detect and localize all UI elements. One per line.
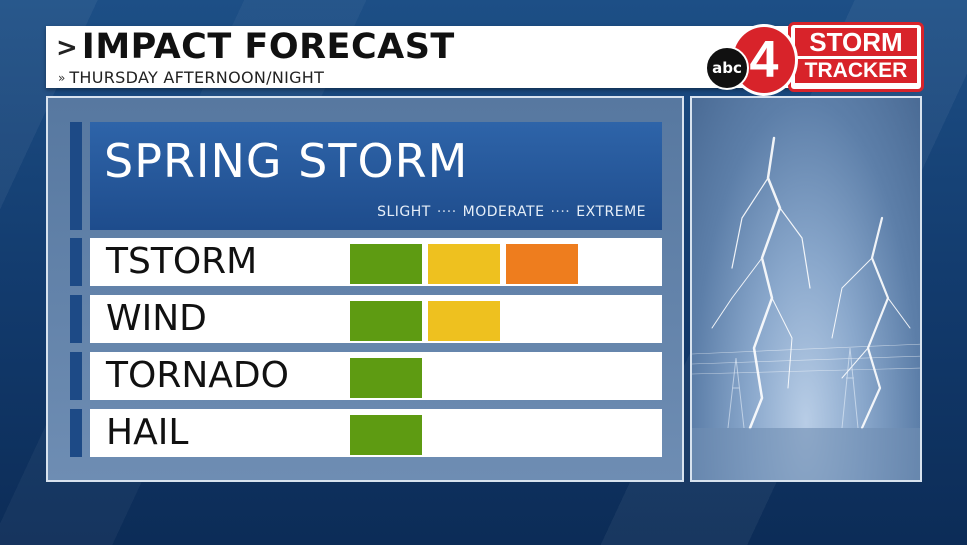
logo-text-box: STORM TRACKER bbox=[788, 22, 924, 92]
level-block-slight bbox=[350, 301, 422, 341]
page-title: IMPACT FORECAST bbox=[81, 27, 455, 67]
row-accent-bar bbox=[70, 409, 82, 457]
headline-box: SPRING STORM SLIGHT ···· MODERATE ···· E… bbox=[90, 122, 662, 230]
impact-panel: SPRING STORM SLIGHT ···· MODERATE ···· E… bbox=[46, 96, 684, 482]
scale-extreme: EXTREME bbox=[576, 204, 646, 220]
abc-logo: abc bbox=[705, 46, 749, 90]
scale-slight: SLIGHT bbox=[377, 204, 431, 220]
double-chevron-icon: » bbox=[58, 70, 66, 85]
page-subtitle: THURSDAY AFTERNOON/NIGHT bbox=[69, 68, 325, 87]
scale-separator: ···· bbox=[550, 204, 571, 220]
storm-tracker-logo: STORM TRACKER 4 abc bbox=[700, 20, 924, 96]
level-block-extreme bbox=[506, 244, 578, 284]
severity-scale: SLIGHT ···· MODERATE ···· EXTREME bbox=[377, 204, 646, 220]
row-accent-bar bbox=[70, 352, 82, 400]
impact-label: TORNADO bbox=[106, 355, 289, 396]
impact-row-tstorm: TSTORM bbox=[90, 238, 662, 286]
subtitle-row: » THURSDAY AFTERNOON/NIGHT bbox=[58, 68, 324, 87]
impact-label: TSTORM bbox=[106, 241, 258, 282]
scale-separator: ···· bbox=[436, 204, 457, 220]
lightning-icon bbox=[692, 136, 920, 480]
level-block-moderate bbox=[428, 244, 500, 284]
impact-row-wind: WIND bbox=[90, 295, 662, 343]
lightning-storm-image bbox=[690, 96, 922, 482]
impact-label: HAIL bbox=[106, 412, 189, 453]
impact-label: WIND bbox=[106, 298, 207, 339]
title-row: > IMPACT FORECAST bbox=[56, 30, 455, 65]
level-block-slight bbox=[350, 415, 422, 455]
row-accent-bar bbox=[70, 238, 82, 286]
logo-tracker-word: TRACKER bbox=[795, 59, 917, 83]
impact-row-tornado: TORNADO bbox=[90, 352, 662, 400]
scale-moderate: MODERATE bbox=[462, 204, 545, 220]
level-block-slight bbox=[350, 244, 422, 284]
level-block-moderate bbox=[428, 301, 500, 341]
row-accent-bar bbox=[70, 295, 82, 343]
impact-row-hail: HAIL bbox=[90, 409, 662, 457]
level-block-slight bbox=[350, 358, 422, 398]
storm-headline: SPRING STORM bbox=[104, 134, 469, 188]
chevron-right-icon: > bbox=[56, 32, 78, 63]
logo-storm-word: STORM bbox=[795, 28, 917, 56]
headline-accent-bar bbox=[70, 122, 82, 230]
